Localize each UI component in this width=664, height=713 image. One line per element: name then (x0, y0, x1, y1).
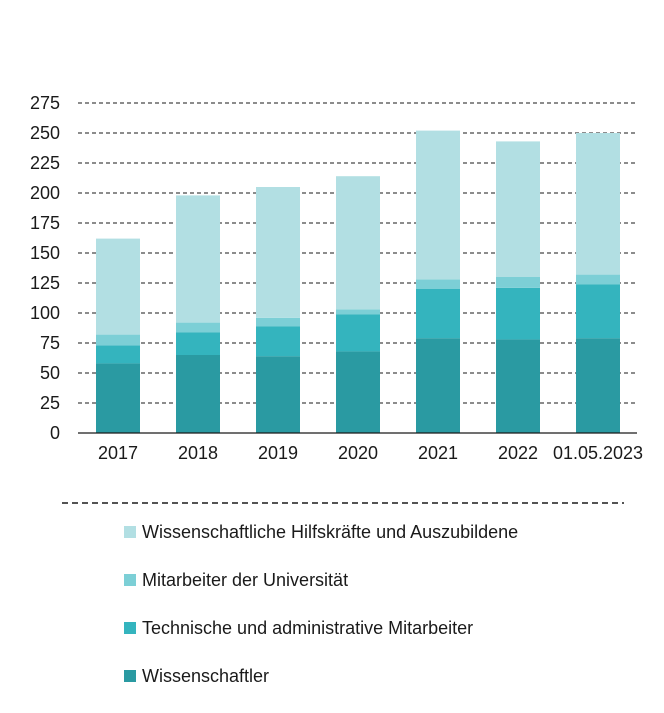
legend-label: Wissenschaftler (142, 665, 270, 686)
legend-item-universitaet: Mitarbeiter der Universität (124, 568, 518, 592)
y-tick-label: 25 (40, 393, 60, 413)
legend-swatch-hilfskraefte (124, 526, 136, 538)
bar-segment-series3-2020 (336, 176, 380, 310)
bar-segment-series0-2017 (96, 363, 140, 433)
bars (96, 130, 620, 433)
bar-segment-series3-2017 (96, 238, 140, 335)
bar-segment-series1-2017 (96, 345, 140, 364)
x-tick-label: 2020 (338, 443, 378, 463)
bar-segment-series1-01.05.2023 (576, 284, 620, 339)
x-axis-ticks: 2017 2018 2019 2020 2021 2022 01.05.2023 (98, 443, 643, 463)
legend-item-hilfskraefte: Wissenschaftliche Hilfskräfte und Auszub… (124, 520, 518, 544)
legend-label: Technische und administrative Mitarbeite… (142, 617, 474, 638)
legend-item-wissenschaftler: Wissenschaftler (124, 664, 518, 688)
legend-swatch-technische (124, 622, 136, 634)
bar-segment-series3-01.05.2023 (576, 133, 620, 275)
x-tick-label: 01.05.2023 (553, 443, 643, 463)
legend-label: Wissenschaftliche Hilfskräfte und Auszub… (142, 521, 519, 542)
legend-swatch-wissenschaftler (124, 670, 136, 682)
x-tick-label: 2021 (418, 443, 458, 463)
x-tick-label: 2019 (258, 443, 298, 463)
y-tick-label: 0 (50, 423, 60, 443)
bar-segment-series1-2019 (256, 326, 300, 357)
bar-segment-series1-2021 (416, 289, 460, 339)
bar-segment-series2-2022 (496, 277, 540, 288)
y-tick-label: 125 (30, 273, 60, 293)
bar-segment-series3-2022 (496, 141, 540, 277)
legend-item-technische: Technische und administrative Mitarbeite… (124, 616, 518, 640)
bar-segment-series3-2018 (176, 195, 220, 323)
gridlines (78, 102, 637, 404)
bar-segment-series1-2022 (496, 287, 540, 340)
y-tick-label: 250 (30, 123, 60, 143)
y-tick-label: 100 (30, 303, 60, 323)
y-tick-label: 50 (40, 363, 60, 383)
legend-label: Mitarbeiter der Universität (142, 569, 349, 590)
bar-segment-series2-2019 (256, 317, 300, 327)
bar-segment-series2-2017 (96, 334, 140, 346)
bar-segment-series0-2020 (336, 351, 380, 433)
bar-segment-series2-2020 (336, 309, 380, 315)
bar-segment-series2-2018 (176, 322, 220, 333)
x-tick-label: 2017 (98, 443, 138, 463)
x-tick-label: 2018 (178, 443, 218, 463)
y-tick-label: 200 (30, 183, 60, 203)
bar-segment-series1-2018 (176, 332, 220, 355)
bar-segment-series2-01.05.2023 (576, 274, 620, 285)
bar-segment-series3-2019 (256, 187, 300, 318)
bar-segment-series0-2022 (496, 339, 540, 433)
bar-segment-series2-2021 (416, 279, 460, 289)
bar-segment-series0-2018 (176, 355, 220, 433)
y-tick-label: 150 (30, 243, 60, 263)
bar-segment-series0-01.05.2023 (576, 338, 620, 433)
bar-segment-series0-2019 (256, 356, 300, 433)
x-tick-label: 2022 (498, 443, 538, 463)
y-tick-label: 225 (30, 153, 60, 173)
bar-segment-series3-2021 (416, 130, 460, 280)
y-tick-label: 175 (30, 213, 60, 233)
legend-swatch-universitaet (124, 574, 136, 586)
y-axis-ticks: 0 25 50 75 100 125 150 175 200 225 250 275 (30, 93, 60, 443)
bar-segment-series0-2021 (416, 338, 460, 433)
bar-segment-series1-2020 (336, 314, 380, 352)
legend: Wissenschaftliche Hilfskräfte und Auszub… (124, 520, 518, 712)
y-tick-label: 275 (30, 93, 60, 113)
y-tick-label: 75 (40, 333, 60, 353)
